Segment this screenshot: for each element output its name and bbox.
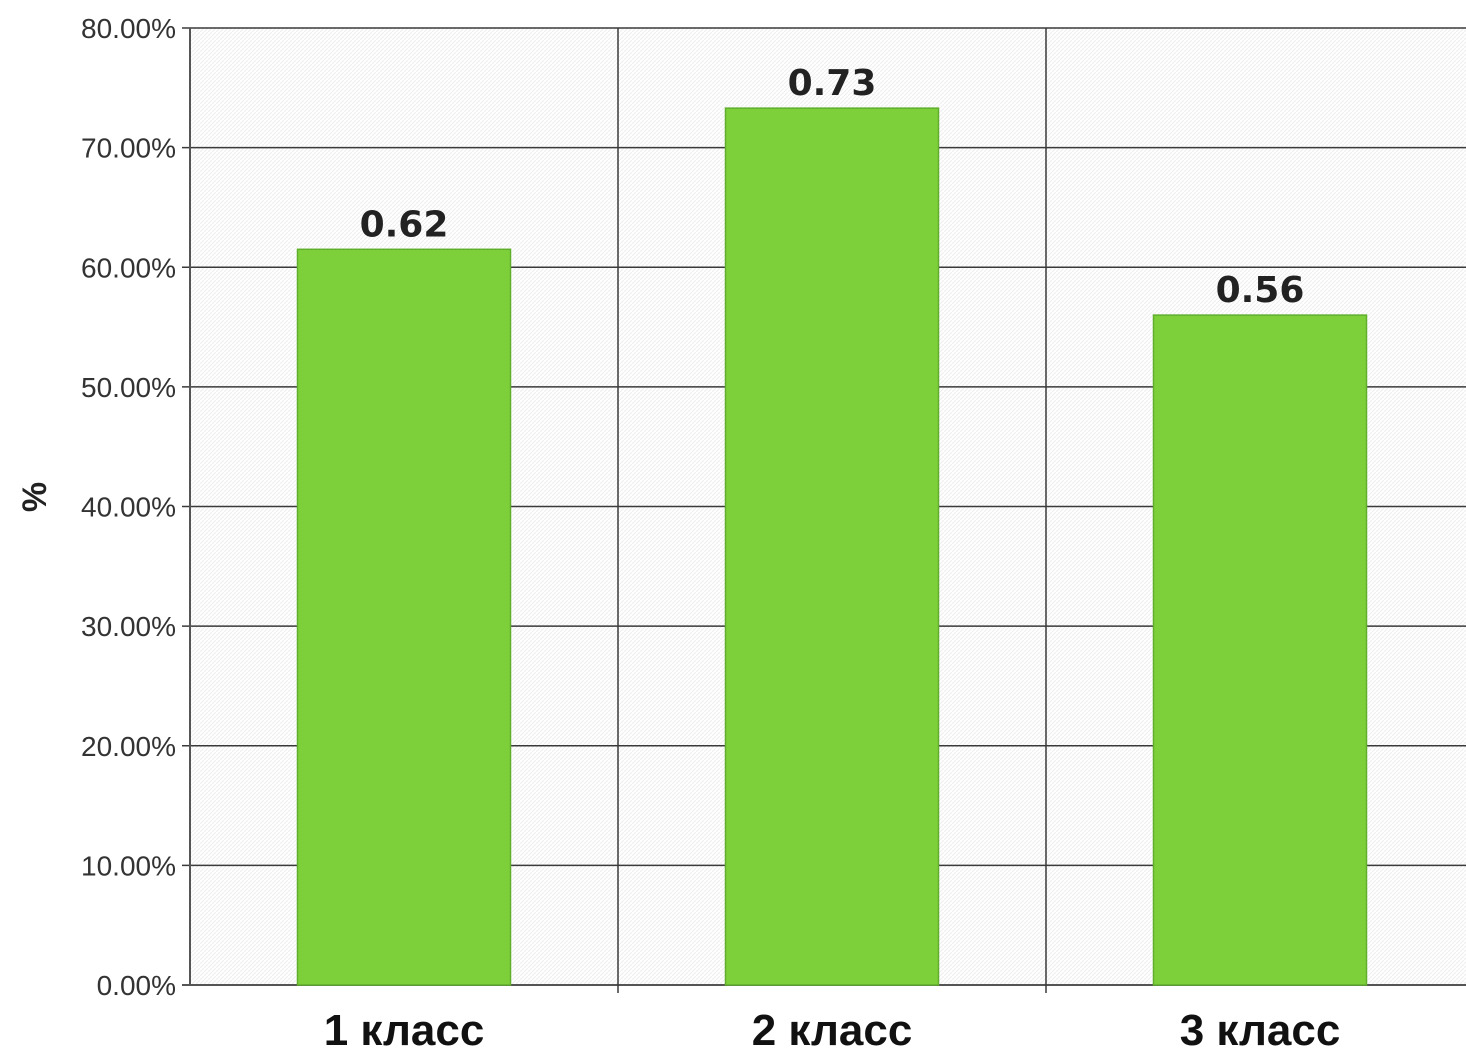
x-tick-label: 1 класс [324, 1006, 485, 1052]
y-tick-label: 20.00% [81, 731, 176, 762]
y-tick-label: 50.00% [81, 372, 176, 403]
y-tick-label: 0.00% [97, 970, 176, 1001]
y-tick-label: 30.00% [81, 611, 176, 642]
data-labels: 0.62 0.73 0.56 [360, 63, 1305, 311]
y-tick-label: 70.00% [81, 133, 176, 164]
y-tick-label: 80.00% [81, 13, 176, 44]
bar [724, 107, 940, 986]
bar [296, 248, 512, 986]
x-tick-label: 2 класс [752, 1006, 913, 1052]
data-label: 0.73 [788, 63, 877, 104]
bar [1152, 314, 1368, 986]
data-label: 0.62 [360, 204, 449, 245]
y-tick-label: 10.00% [81, 850, 176, 881]
x-tick-label: 3 класс [1180, 1006, 1341, 1052]
bars [296, 107, 1368, 986]
x-axis-ticks: 1 класс 2 класс 3 класс [324, 1006, 1341, 1052]
y-axis-ticks: 0.00% 10.00% 20.00% 30.00% 40.00% 50.00% 60.00… [81, 13, 176, 1001]
data-label: 0.56 [1216, 270, 1305, 311]
y-axis-label: % [16, 482, 54, 512]
y-tick-label: 60.00% [81, 252, 176, 283]
y-tick-label: 40.00% [81, 492, 176, 523]
